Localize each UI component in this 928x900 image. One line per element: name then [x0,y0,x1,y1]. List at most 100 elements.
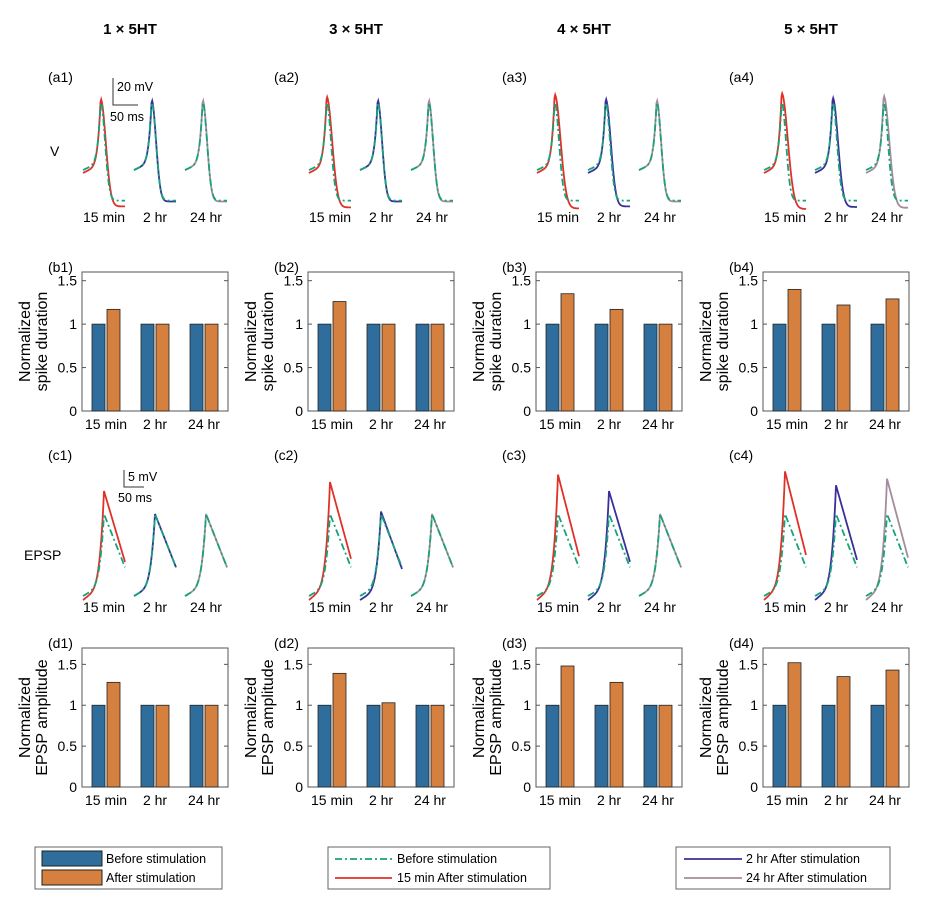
before-trace [82,99,125,202]
after-trace [865,92,909,209]
axes-frame [535,271,683,412]
bar-before [772,704,787,788]
y-tick-label: 0 [523,403,531,419]
y-tick-label: 0.5 [739,360,759,376]
after-trace [410,97,453,203]
before-trace [638,99,681,202]
trace-time-label: 15 min [537,599,579,615]
before-trace [763,513,807,597]
x-tick-label: 15 min [85,792,127,808]
bar-before [415,323,430,412]
before-trace [536,99,579,202]
trace-time-label: 15 min [309,209,351,225]
x-tick-label: 2 hr [369,792,393,808]
before-trace [587,513,631,597]
axes-frame [762,647,910,788]
y-axis-label: Normalized [698,301,715,382]
bar-before [91,323,106,412]
x-tick-label: 2 hr [143,416,167,432]
scale-bar [112,78,138,106]
before-trace [865,99,908,202]
bar-before [870,704,885,788]
y-tick-label: 1.5 [284,656,304,672]
before-trace [763,99,806,202]
before-trace [184,99,227,202]
axes-frame [762,271,910,412]
row-label-epsp: EPSP [24,547,61,563]
panel-label: (b3) [502,259,527,275]
bar-after [560,665,575,788]
x-tick-label: 2 hr [369,416,393,432]
panel-label: (c1) [48,447,72,463]
panel-label: (d3) [502,635,527,651]
bar-after [609,681,624,788]
bar-before [870,323,885,412]
panel-label: (d2) [274,635,299,651]
before-trace [308,513,352,597]
bar-before [594,323,609,412]
bar-after [658,704,673,788]
legend-label: 15 min After stimulation [397,871,527,885]
before-trace [133,513,177,597]
x-tick-label: 24 hr [188,416,220,432]
x-tick-label: 2 hr [143,792,167,808]
bar-after [106,681,121,788]
bar-after [332,672,347,788]
y-tick-label: 1 [523,697,531,713]
bar-before [772,323,787,412]
before-trace [133,99,176,202]
y-tick-label: 0 [295,403,303,419]
bar-before [317,323,332,412]
after-trace [308,481,352,601]
after-trace [308,93,351,209]
x-tick-label: 24 hr [642,792,674,808]
axes-frame [307,271,455,412]
scale-time-label: 50 ms [118,491,152,505]
bar-before [140,704,155,788]
y-tick-label: 1.5 [739,273,759,289]
x-tick-label: 15 min [539,792,581,808]
y-axis-label: EPSP amplitude [34,659,51,775]
axes-frame [535,647,683,788]
before-trace [410,99,453,202]
bar-before [643,323,658,412]
y-axis-label: spike duration [488,292,505,392]
bar-before [366,704,381,788]
x-tick-label: 24 hr [188,792,220,808]
x-tick-label: 2 hr [597,416,621,432]
y-tick-label: 1.5 [739,656,759,672]
scale-time-label: 50 ms [110,110,144,124]
y-tick-label: 1 [69,697,77,713]
trace-time-label: 24 hr [644,599,676,615]
before-trace [536,513,580,597]
after-trace [763,471,807,601]
y-tick-label: 1 [750,697,758,713]
y-tick-label: 1.5 [512,656,532,672]
trace-time-label: 2 hr [824,599,848,615]
panel-label: (a2) [274,69,299,85]
y-tick-label: 1 [523,316,531,332]
trace-time-label: 2 hr [369,599,393,615]
x-tick-label: 15 min [766,792,808,808]
y-axis-label: spike duration [260,292,277,392]
x-tick-label: 24 hr [414,416,446,432]
bar-before [91,704,106,788]
y-tick-label: 0.5 [284,360,304,376]
before-trace [814,99,857,202]
bar-before [821,704,836,788]
bar-before [821,323,836,412]
bar-after [430,704,445,788]
y-tick-label: 0.5 [58,738,78,754]
legend-label: 24 hr After stimulation [746,871,867,885]
x-tick-label: 15 min [539,416,581,432]
bar-after [609,308,624,412]
trace-time-label: 24 hr [190,209,222,225]
trace-time-label: 15 min [83,209,125,225]
after-trace [536,91,579,210]
bar-after [885,669,900,788]
y-axis-label: spike duration [715,292,732,392]
bar-before [189,323,204,412]
bar-after [381,323,396,412]
y-tick-label: 1 [295,697,303,713]
after-trace [536,474,580,601]
